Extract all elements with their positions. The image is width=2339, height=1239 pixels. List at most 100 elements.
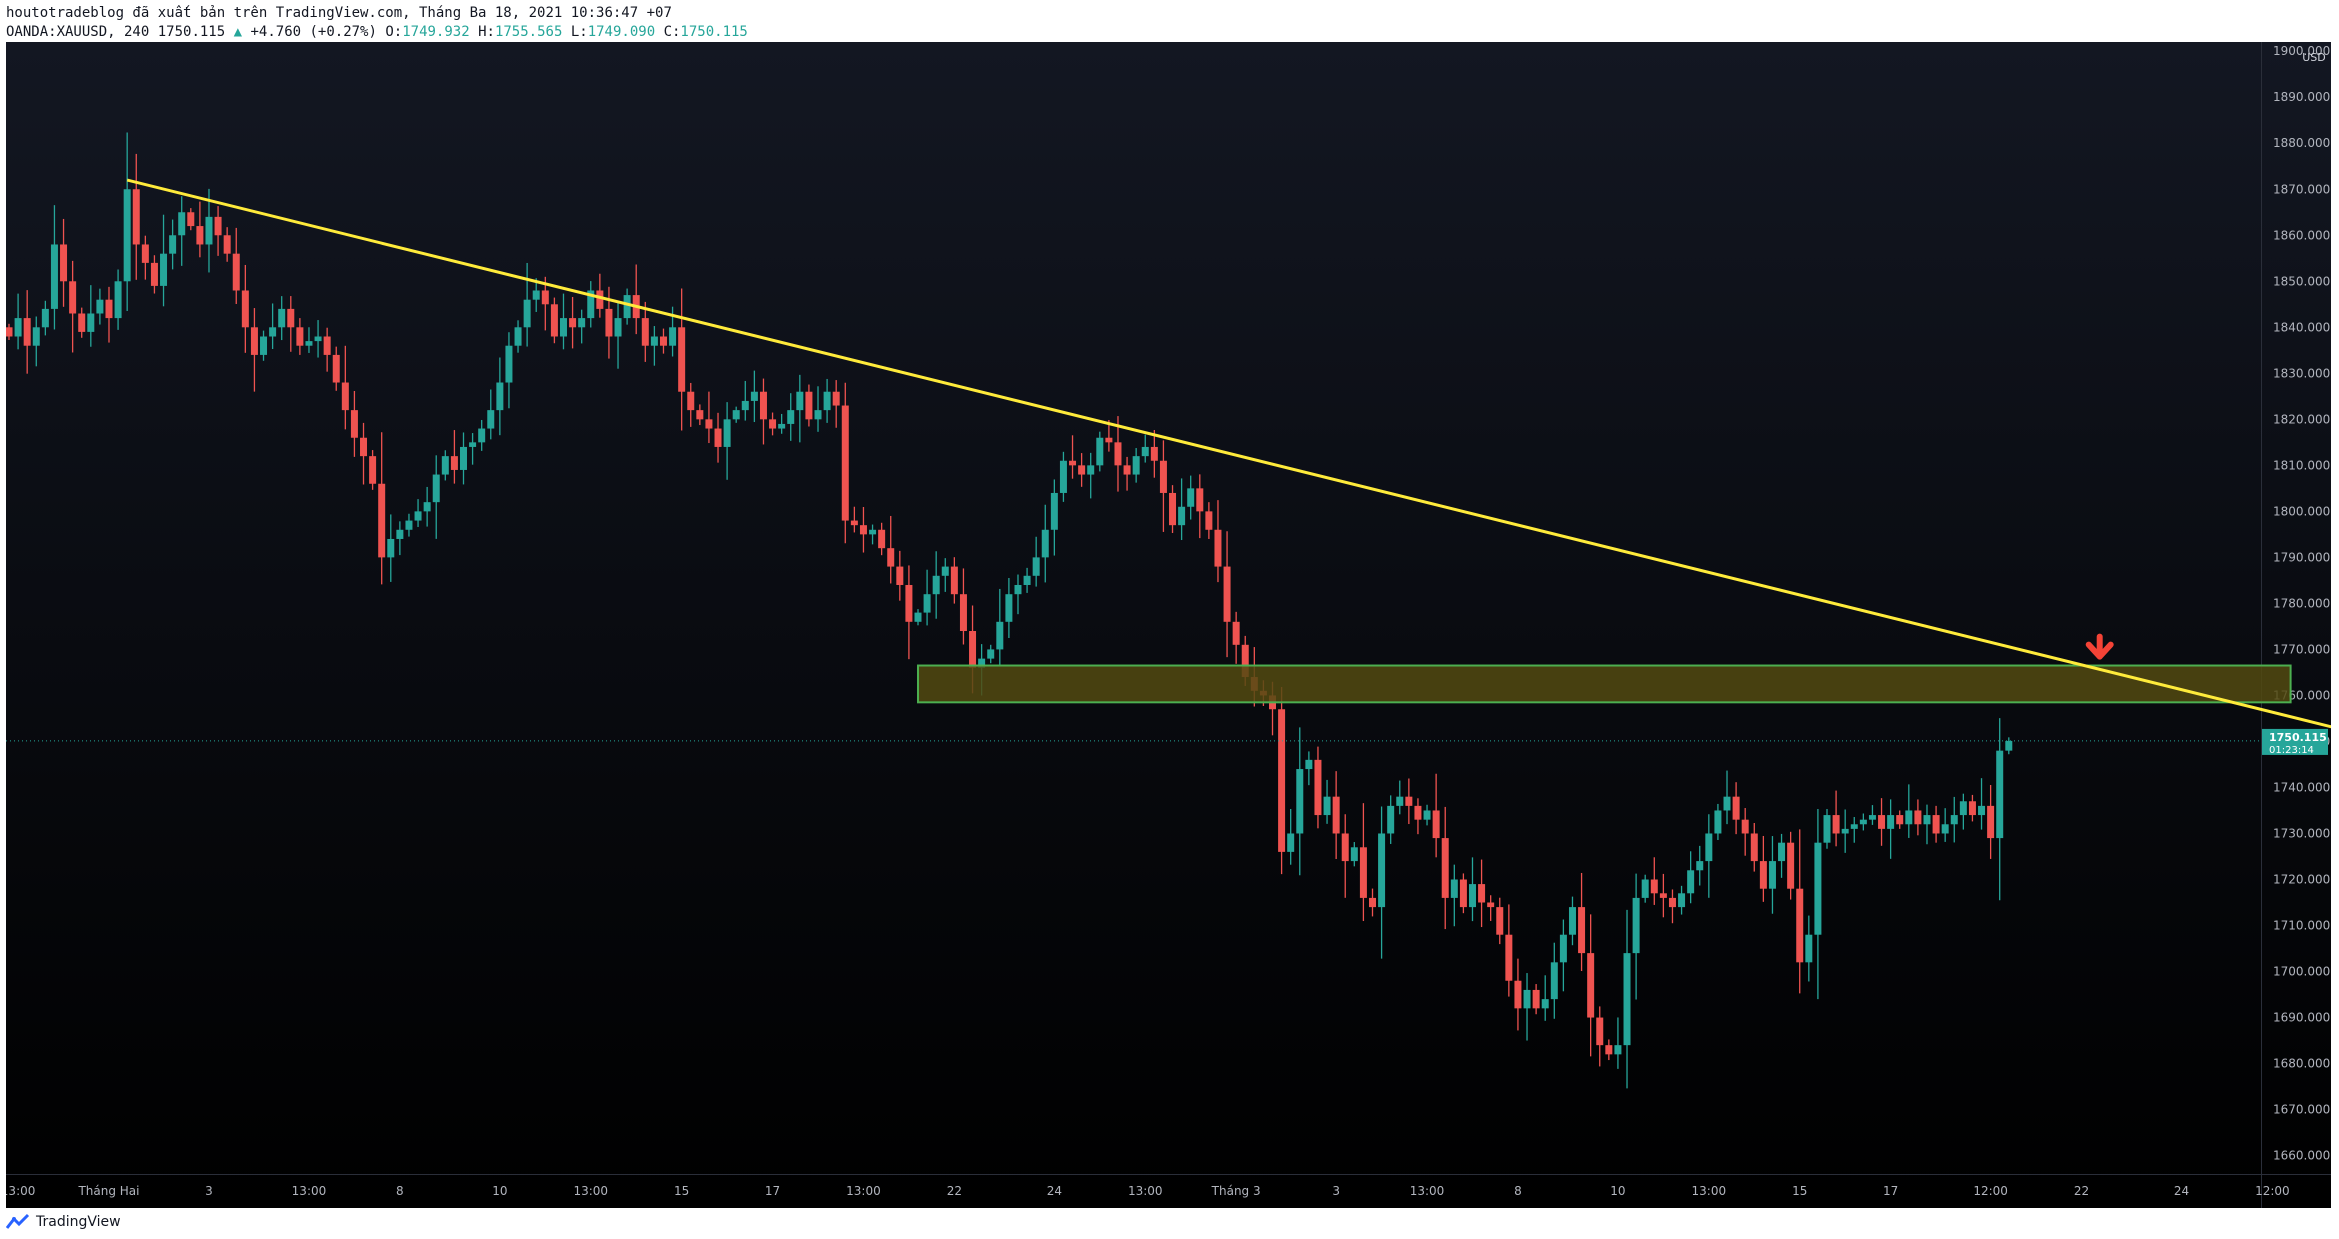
candle-body (1141, 446, 1149, 457)
candle-body (487, 410, 495, 429)
last-price-tag-value: 1750.115 (2269, 731, 2327, 744)
candlestick-chart[interactable]: 1900.000 1890.000 1880.000 1870.000 1860.000… (6, 42, 2331, 1208)
candle-body (232, 253, 240, 291)
candle-body (650, 336, 658, 346)
candle-body (914, 612, 922, 622)
price-tick-label: 1670.000 (2273, 1103, 2330, 1117)
candle-body (223, 235, 231, 254)
candle-body (623, 295, 631, 319)
candle-body (1578, 907, 1586, 954)
candle-body (1005, 594, 1013, 622)
time-tick-label: 10 (492, 1184, 507, 1198)
candle-body (1905, 810, 1913, 825)
chart-area[interactable]: 1900.000 1890.000 1880.000 1870.000 1860.000… (6, 42, 2331, 1208)
candle-body (1132, 456, 1140, 475)
candle-body (1114, 442, 1122, 466)
candle-body (1123, 465, 1131, 475)
candle-body (496, 382, 504, 411)
candle-body (523, 299, 531, 328)
time-tick-label: 13:00 (1128, 1184, 1163, 1198)
time-tick-label: 13:00 (292, 1184, 327, 1198)
candle-body (659, 336, 667, 346)
candle-body (1850, 824, 1858, 829)
candle-body (60, 244, 68, 282)
price-tick-label: 1790.000 (2273, 550, 2330, 564)
time-tick-label: 13:00 (6, 1184, 35, 1198)
price-tick-label: 1870.000 (2273, 182, 2330, 196)
candle-body (714, 428, 722, 447)
price-tick-label: 1820.000 (2273, 412, 2330, 426)
candle-body (87, 313, 95, 332)
price-tick-label: 1740.000 (2273, 780, 2330, 794)
time-tick-label: 13:00 (1692, 1184, 1727, 1198)
candle-body (1014, 584, 1022, 595)
candle-body (1332, 796, 1340, 834)
resistance-zone[interactable] (917, 664, 2292, 704)
candle-body (1723, 796, 1731, 811)
candle-body (1314, 759, 1322, 816)
candle-body (859, 525, 867, 535)
candle-body (1159, 460, 1167, 493)
candle-body (160, 253, 168, 286)
candle-body (1705, 833, 1713, 862)
candle-body (1596, 1017, 1604, 1046)
candle-body (323, 336, 331, 355)
chart-header: houtotradeblog đã xuất bản trên TradingV… (6, 4, 748, 42)
candle-body (378, 483, 386, 558)
price-tick-label: 1780.000 (2273, 596, 2330, 610)
candle-body (241, 290, 249, 328)
candle-body (1741, 819, 1749, 834)
price-tick-label: 1840.000 (2273, 320, 2330, 334)
candle-body (1859, 819, 1867, 825)
time-tick-label: 3 (1332, 1184, 1340, 1198)
candle-body (641, 318, 649, 346)
candle-body (687, 391, 695, 411)
candle-body (1459, 879, 1467, 908)
candle-body (1041, 529, 1049, 558)
time-tick-label: 12:00 (2255, 1184, 2290, 1198)
candle-body (569, 318, 577, 328)
candle-body (1559, 934, 1567, 963)
candle-body (941, 566, 949, 576)
candle-body (278, 308, 286, 328)
candle-body (1059, 460, 1067, 493)
price-tick-label: 1860.000 (2273, 228, 2330, 242)
candle-body (150, 262, 158, 286)
high-value: 1755.565 (494, 24, 563, 40)
candle-body (1169, 492, 1177, 526)
candle-body (1687, 870, 1695, 894)
candle-body (14, 318, 22, 337)
footer: TradingView (6, 1213, 121, 1231)
candle-body (6, 327, 13, 337)
candle-body (260, 336, 268, 355)
candle-body (787, 410, 795, 424)
candle-body (1359, 847, 1367, 898)
candle-body (1341, 833, 1349, 862)
candle-body (314, 336, 322, 342)
candle-body (1550, 962, 1558, 1000)
candle-body (1468, 884, 1476, 908)
price-tick-label: 1880.000 (2273, 136, 2330, 150)
candle-body (1650, 879, 1658, 894)
candle-body (1050, 492, 1058, 530)
candle-body (1914, 810, 1922, 825)
candle-body (778, 423, 786, 429)
candle-body (1287, 833, 1295, 852)
time-tick-label: 13:00 (573, 1184, 608, 1198)
time-tick-label: 17 (1883, 1184, 1898, 1198)
candle-body (678, 327, 686, 392)
candle-body (759, 391, 767, 420)
price-tick-label: 1660.000 (2273, 1149, 2330, 1163)
time-tick-label: 10 (1610, 1184, 1625, 1198)
candle-body (1532, 989, 1540, 1009)
time-tick-label: Tháng 3 (1211, 1184, 1261, 1198)
candle-body (1387, 805, 1395, 834)
candle-body (50, 244, 58, 309)
candle-body (741, 400, 749, 411)
candle-body (1196, 488, 1204, 512)
candle-body (1805, 934, 1813, 963)
candle-body (1796, 888, 1804, 963)
downtrend-line[interactable] (126, 178, 2331, 746)
candle-body (1978, 805, 1986, 816)
candle-body (387, 538, 395, 558)
